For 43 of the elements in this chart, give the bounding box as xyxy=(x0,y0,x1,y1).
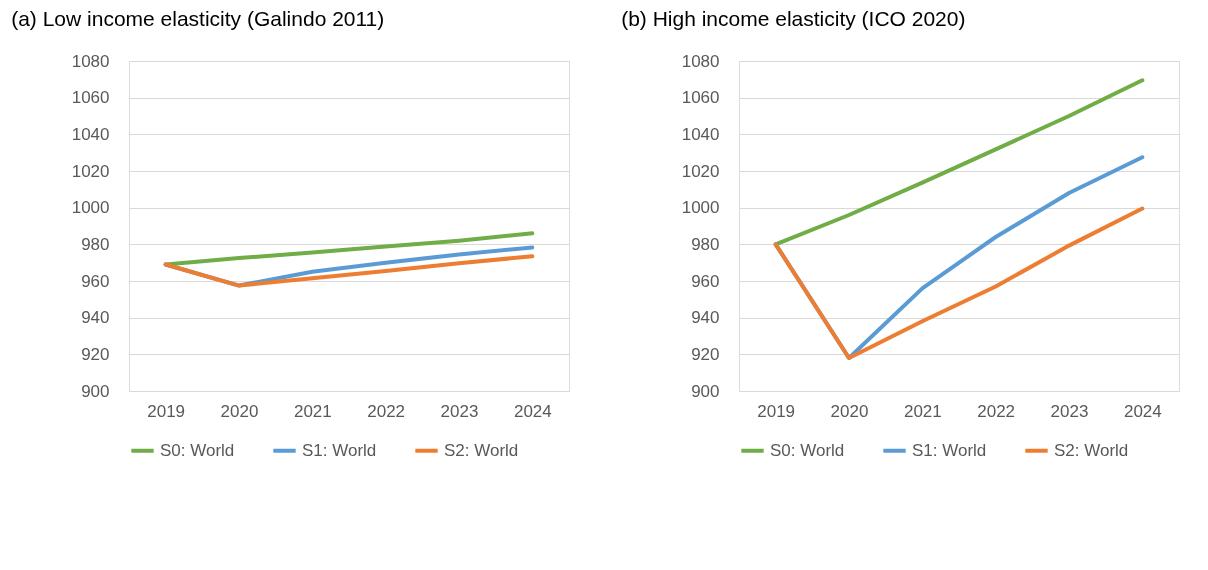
x-tick-label: 2024 xyxy=(1123,401,1162,421)
y-tick-label: 920 xyxy=(691,344,720,364)
y-tick-label: 980 xyxy=(691,234,720,254)
line-series xyxy=(773,206,1145,360)
y-tick-label: 1020 xyxy=(71,161,110,181)
y-tick-label: 1020 xyxy=(681,161,720,181)
y-tick-label: 1080 xyxy=(71,51,110,71)
y-tick-label: 960 xyxy=(691,271,720,291)
x-tick-label: 2019 xyxy=(147,401,186,421)
y-tick-label: 940 xyxy=(691,308,720,328)
y-tick-label: 1040 xyxy=(681,124,720,144)
y-tick-label: 1000 xyxy=(71,198,110,218)
y-tick-label: 1060 xyxy=(681,88,720,108)
x-tick-label: 2021 xyxy=(903,401,942,421)
line-series xyxy=(163,231,535,267)
x-tick-label: 2022 xyxy=(367,401,406,421)
chart-title: (b) High income elasticity (ICO 2020) xyxy=(621,7,966,30)
y-tick-label: 1060 xyxy=(71,88,110,108)
y-tick-label: 920 xyxy=(81,344,110,364)
x-tick-label: 2020 xyxy=(830,401,869,421)
y-tick-label: 960 xyxy=(81,271,110,291)
legend-label: S0: World xyxy=(160,440,235,460)
y-tick-label: 1080 xyxy=(681,51,720,71)
line-series xyxy=(163,254,535,288)
legend-label: S0: World xyxy=(770,440,845,460)
x-tick-label: 2023 xyxy=(1050,401,1089,421)
x-tick-label: 2024 xyxy=(513,401,552,421)
y-tick-label: 900 xyxy=(691,381,720,401)
y-tick-label: 1000 xyxy=(681,198,720,218)
y-tick-label: 1040 xyxy=(71,124,110,144)
legend-label: S2: World xyxy=(444,440,519,460)
x-tick-label: 2019 xyxy=(757,401,796,421)
y-tick-label: 900 xyxy=(81,381,110,401)
x-tick-label: 2020 xyxy=(220,401,259,421)
y-tick-label: 980 xyxy=(81,234,110,254)
y-tick-label: 940 xyxy=(81,308,110,328)
x-tick-label: 2023 xyxy=(440,401,479,421)
legend-label: S1: World xyxy=(912,440,987,460)
x-tick-label: 2021 xyxy=(293,401,332,421)
x-tick-label: 2022 xyxy=(977,401,1016,421)
chart-title: (a) Low income elasticity (Galindo 2011) xyxy=(11,7,385,30)
legend-label: S2: World xyxy=(1054,440,1129,460)
legend-label: S1: World xyxy=(302,440,377,460)
